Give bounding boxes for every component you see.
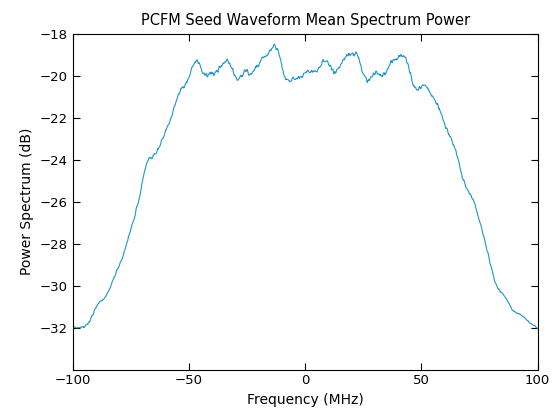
Y-axis label: Power Spectrum (dB): Power Spectrum (dB) [20,128,34,275]
X-axis label: Frequency (MHz): Frequency (MHz) [247,393,363,407]
Title: PCFM Seed Waveform Mean Spectrum Power: PCFM Seed Waveform Mean Spectrum Power [141,13,470,28]
